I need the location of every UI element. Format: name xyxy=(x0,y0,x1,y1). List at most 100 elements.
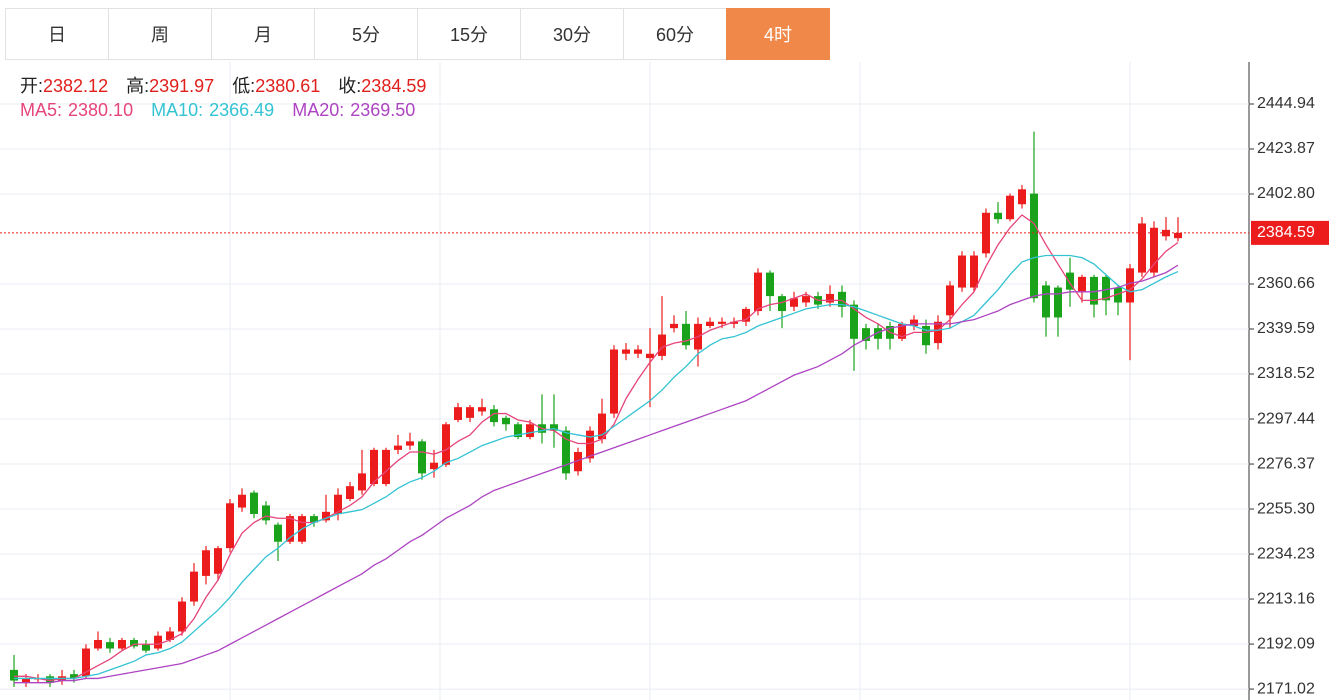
y-tick-label: 2192.09 xyxy=(1257,635,1315,652)
candle-body xyxy=(262,505,270,521)
candle-body xyxy=(502,417,510,425)
candle-body xyxy=(1102,276,1110,301)
info-value: 2380.61 xyxy=(255,76,321,96)
current-price-box xyxy=(1251,220,1329,245)
candle-body xyxy=(334,494,342,514)
candle-body xyxy=(586,430,594,459)
candle-body xyxy=(1114,287,1122,303)
candle-body xyxy=(766,272,774,297)
y-tick-label: 2360.66 xyxy=(1257,275,1315,292)
y-tick-label: 2423.87 xyxy=(1257,140,1315,157)
period-tab[interactable]: 4时 xyxy=(726,8,830,60)
period-tab[interactable]: 日 xyxy=(5,8,109,60)
candle-body xyxy=(634,349,642,354)
candle-body xyxy=(10,669,18,681)
candle-body xyxy=(286,516,294,542)
candle-body xyxy=(322,511,330,521)
candle-body xyxy=(1090,276,1098,305)
candle-body xyxy=(838,291,846,307)
candle-body xyxy=(466,407,474,418)
candle-body xyxy=(418,441,426,474)
candle-body xyxy=(382,449,390,485)
ma-row: MA5: 2380.10 MA10: 2366.49 MA20: 2369.50 xyxy=(20,98,444,122)
y-tick-label: 2276.37 xyxy=(1257,455,1315,472)
info-label: 开: xyxy=(20,76,44,96)
period-tabs: 日周月 5分 15分 30分 60分 4时 xyxy=(5,8,830,60)
candle-body xyxy=(46,676,54,683)
candle-body xyxy=(670,323,678,329)
period-tab[interactable]: 月 xyxy=(211,8,315,60)
candle-body xyxy=(778,296,786,312)
candle-body xyxy=(1006,195,1014,220)
period-tab[interactable]: 30分 xyxy=(520,8,624,60)
candle-body xyxy=(1150,227,1158,273)
info-value: 2382.12 xyxy=(43,76,109,96)
candle-body xyxy=(706,321,714,326)
info-value: 2384.59 xyxy=(361,76,427,96)
candle-body xyxy=(478,407,486,412)
y-tick-label: 2339.59 xyxy=(1257,320,1315,337)
candle-body xyxy=(178,601,186,632)
ma-line xyxy=(14,264,1179,684)
candle-body xyxy=(454,407,462,420)
candle-body xyxy=(190,571,198,602)
period-tab[interactable]: 周 xyxy=(108,8,212,60)
candle-body xyxy=(154,635,162,649)
info-label: 低: xyxy=(232,76,256,96)
candle-body xyxy=(802,296,810,303)
y-tick-label: 2297.44 xyxy=(1257,410,1315,427)
ma-legend-label: MA10: xyxy=(151,100,204,120)
ma-legend-value: 2369.50 xyxy=(350,100,416,120)
candle-body xyxy=(994,212,1002,220)
candle-body xyxy=(82,648,90,677)
candle-body xyxy=(250,492,258,514)
period-tab[interactable]: 15分 xyxy=(417,8,521,60)
candle-body xyxy=(166,631,174,640)
candle-body xyxy=(574,452,582,472)
ma-legend-label: MA5: xyxy=(20,100,63,120)
candle-body xyxy=(754,272,762,312)
candle-body xyxy=(730,321,738,324)
candle-body xyxy=(958,255,966,288)
period-tab[interactable]: 5分 xyxy=(314,8,418,60)
y-tick-label: 2318.52 xyxy=(1257,365,1315,382)
candle-body xyxy=(1042,285,1050,318)
ma-legend-value: 2366.49 xyxy=(209,100,275,120)
info-value: 2391.97 xyxy=(149,76,215,96)
candle-body xyxy=(1078,276,1086,292)
info-label: 收: xyxy=(338,76,362,96)
candle-body xyxy=(406,441,414,446)
candle-body xyxy=(946,285,954,316)
ma-line xyxy=(14,254,1179,680)
candle-body xyxy=(1018,189,1026,205)
candle-body xyxy=(562,430,570,474)
candle-body xyxy=(274,524,282,542)
candle-body xyxy=(1054,287,1062,318)
candle-body xyxy=(442,424,450,465)
candle-body xyxy=(142,644,150,651)
candle-body xyxy=(490,409,498,423)
candle-body xyxy=(1174,232,1182,239)
candle-body xyxy=(70,674,78,679)
candle-body xyxy=(22,678,30,683)
candle-body xyxy=(910,319,918,326)
candle-body xyxy=(358,473,366,491)
candle-body xyxy=(622,349,630,354)
candle-body xyxy=(862,328,870,341)
candle-body xyxy=(682,323,690,346)
y-tick-label: 2255.30 xyxy=(1257,500,1315,517)
candle-body xyxy=(226,503,234,549)
candle-body xyxy=(598,413,606,440)
candle-body xyxy=(94,639,102,649)
period-tab[interactable]: 60分 xyxy=(623,8,727,60)
info-header: 开:2382.12 高:2391.97 低:2380.61 收:2384.59 MA5… xyxy=(20,74,444,122)
y-tick-label: 2444.94 xyxy=(1257,95,1315,112)
candle-body xyxy=(526,424,534,438)
candle-body xyxy=(934,321,942,344)
candle-body xyxy=(790,298,798,307)
candle-body xyxy=(898,323,906,339)
y-tick-label: 2402.80 xyxy=(1257,185,1315,202)
candle-body xyxy=(646,353,654,359)
vertical-grid xyxy=(229,62,1131,700)
